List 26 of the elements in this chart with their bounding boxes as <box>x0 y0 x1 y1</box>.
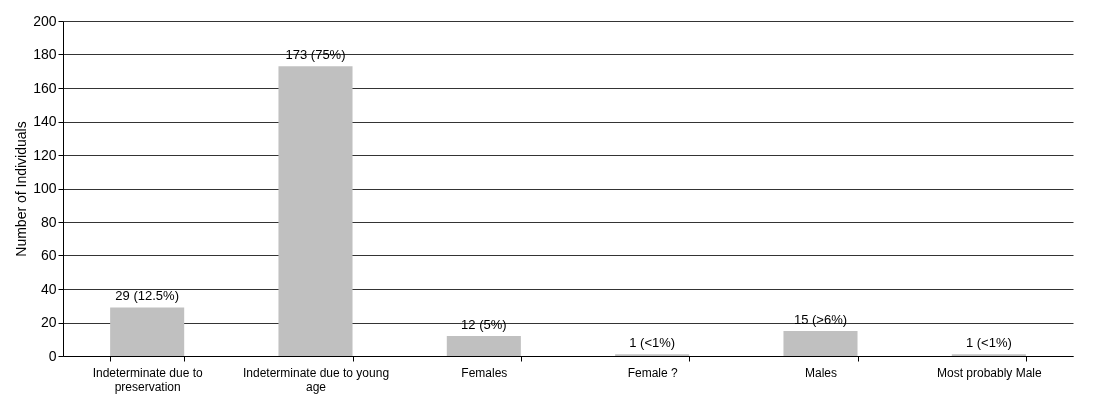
x-tick-label: Most probably Male <box>936 365 1043 380</box>
y-tick-label: 160 <box>33 79 57 96</box>
data-label: 1 (<1%) <box>965 335 1012 351</box>
y-tick-label: 140 <box>33 113 57 129</box>
data-label: 15 (>6%) <box>793 311 848 327</box>
bar <box>446 335 521 356</box>
data-label: 29 (12.5%) <box>115 288 179 304</box>
y-tick-label: 0 <box>48 347 57 364</box>
x-tick-label: Indeterminate due to young age <box>242 365 390 394</box>
y-tick-label: 40 <box>40 280 57 297</box>
y-tick-label: 100 <box>33 180 57 196</box>
bar <box>278 66 353 356</box>
y-axis-title: Number of Individuals <box>13 121 30 257</box>
y-tick-label: 20 <box>40 314 57 330</box>
y-tick-label: 80 <box>40 213 57 230</box>
x-tick-label: Females <box>461 365 508 380</box>
y-tick-label: 180 <box>33 46 57 62</box>
bar <box>110 307 185 356</box>
x-tick-label: Indeterminate due to preservation <box>92 365 204 394</box>
y-tick-label: 120 <box>33 146 57 163</box>
data-label: 1 (<1%) <box>629 335 676 351</box>
bar <box>783 330 858 356</box>
y-tick-label: 60 <box>40 247 57 263</box>
x-tick-label: Males <box>804 365 838 380</box>
y-tick-label: 200 <box>33 12 57 29</box>
x-tick-label: Female ? <box>627 365 678 380</box>
